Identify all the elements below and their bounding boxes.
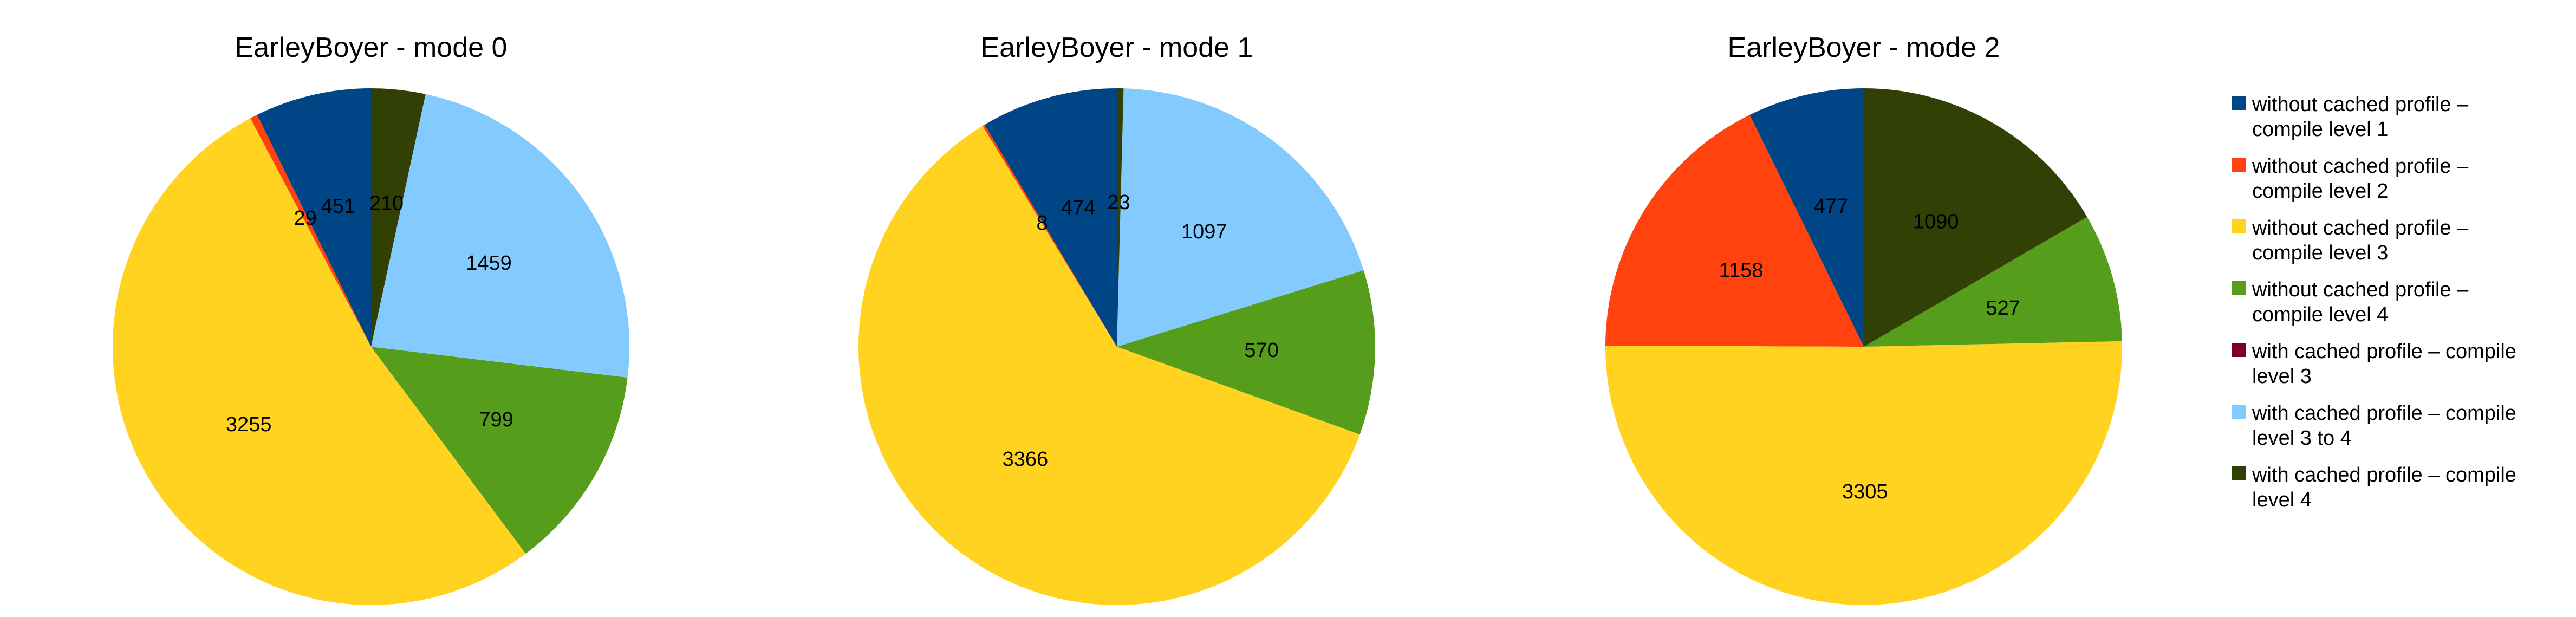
slice-label-5: 1459 [466, 252, 512, 275]
slice-label-0: 474 [1061, 197, 1095, 219]
pie-chart-mode-2: EarleyBoyer - mode 2 477 1158 3305 527 1090 [1605, 32, 2122, 605]
pie-slice-1 [1605, 114, 1864, 347]
slice-label-6: 23 [1107, 191, 1130, 214]
slice-label-6: 210 [369, 192, 404, 215]
legend-label-line2: compile level 4 [2252, 303, 2388, 326]
legend-label-line2: level 3 to 4 [2252, 427, 2352, 450]
legend-item-0: without cached profile –compile level 1 [2232, 93, 2469, 141]
legend-label-line1: with cached profile – compile [2252, 402, 2516, 425]
slice-label-2: 3255 [226, 413, 272, 436]
legend-swatch-3 [2232, 281, 2246, 295]
pie-slice-5 [1117, 88, 1364, 347]
slice-label-0: 477 [1814, 195, 1848, 218]
legend-swatch-5 [2232, 405, 2246, 419]
pie-slice-0 [1749, 88, 1864, 347]
pie-slice-2 [113, 118, 526, 605]
pie-slice-3 [371, 347, 628, 554]
pie-slice-0 [257, 88, 371, 347]
legend-swatch-0 [2232, 96, 2246, 110]
chart-title-mode-1: EarleyBoyer - mode 1 [981, 32, 1253, 63]
pie-slices-mode-0 [113, 88, 629, 605]
legend-label-line2: compile level 2 [2252, 180, 2388, 203]
slice-label-3: 570 [1244, 339, 1278, 362]
legend-label-line1: without cached profile – [2252, 93, 2469, 116]
legend-label-line1: without cached profile – [2252, 155, 2469, 178]
legend-label-line2: level 3 [2252, 365, 2312, 388]
pie-slice-6 [1864, 88, 2087, 347]
legend-label-line1: without cached profile – [2252, 278, 2469, 301]
pie-slice-6 [371, 88, 426, 347]
legend-swatch-1 [2232, 158, 2246, 172]
pie-slice-1 [250, 114, 371, 347]
legend-item-6: with cached profile – compile level 4 [2232, 464, 2516, 511]
legend-label-line2: compile level 1 [2252, 118, 2388, 141]
pie-slice-3 [1864, 217, 2122, 347]
legend-swatch-4 [2232, 343, 2246, 357]
pie-slices-mode-2 [1605, 88, 2122, 605]
slice-label-2: 3305 [1842, 480, 1888, 503]
legend-swatch-2 [2232, 219, 2246, 233]
slice-label-2: 3366 [1003, 448, 1049, 471]
chart-legend: without cached profile –compile level 1w… [2232, 93, 2516, 511]
pie-labels-mode-1: 474 8 3366 570 1097 23 [1003, 191, 1279, 471]
chart-title-mode-0: EarleyBoyer - mode 0 [235, 32, 508, 63]
slice-label-1: 1158 [1719, 259, 1764, 282]
legend-label-line2: compile level 3 [2252, 242, 2388, 264]
legend-item-1: without cached profile –compile level 2 [2232, 155, 2469, 203]
slice-label-3: 527 [1986, 297, 2020, 320]
pie-slice-0 [984, 88, 1117, 347]
pie-labels-mode-2: 477 1158 3305 527 1090 [1719, 195, 2020, 503]
legend-item-2: without cached profile – compile level 3 [2232, 217, 2469, 264]
pie-slice-2 [1605, 341, 2122, 605]
slice-label-1: 29 [294, 207, 317, 230]
pie-slice-2 [858, 126, 1360, 605]
legend-swatch-6 [2232, 466, 2246, 480]
slice-label-1: 8 [1037, 212, 1048, 235]
legend-label-line1: with cached profile – compile [2252, 464, 2516, 486]
slice-label-6: 1090 [1913, 211, 1959, 233]
pie-slices-mode-1 [858, 88, 1375, 605]
slice-label-3: 799 [479, 408, 513, 431]
slice-label-5: 1097 [1181, 220, 1227, 243]
pie-slice-3 [1117, 270, 1375, 435]
pie-slice-5 [371, 94, 629, 378]
legend-label-line1: with cached profile – compile [2252, 340, 2516, 363]
pie-slice-1 [982, 125, 1117, 347]
pie-slice-6 [1117, 88, 1124, 347]
legend-label-line1: without cached profile – [2252, 217, 2469, 239]
pie-chart-mode-1: EarleyBoyer - mode 1 474 8 3366 570 1097 23 [858, 32, 1375, 605]
legend-item-3: without cached profile –compile level 4 [2232, 278, 2469, 326]
slice-label-0: 451 [321, 195, 355, 218]
chart-title-mode-2: EarleyBoyer - mode 2 [1728, 32, 2000, 63]
legend-label-line2: level 4 [2252, 489, 2312, 511]
